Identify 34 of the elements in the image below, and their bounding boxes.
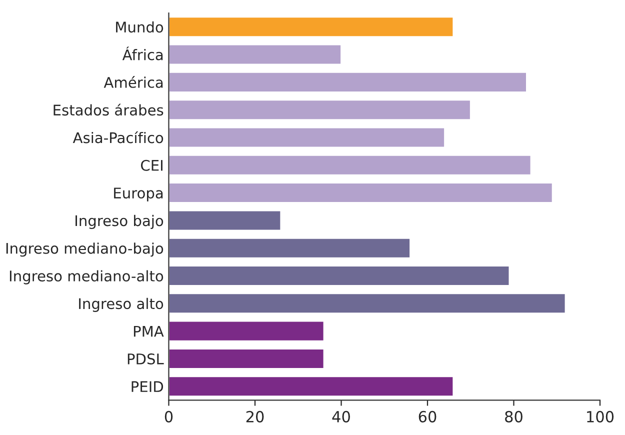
bar [168,237,411,259]
x-tick-label: 0 [164,410,173,422]
y-tick-label: Ingreso bajo [76,214,164,230]
y-tick-label: PMA [134,326,164,337]
y-tick-label: PEID [132,381,164,392]
y-tick-label: África [122,46,163,60]
bar [168,72,528,93]
bar [168,182,554,204]
bar [168,44,342,66]
y-tick-label: Europa [114,188,163,202]
y-tick-label: América [104,76,163,88]
bar [168,265,510,286]
y-tick-label: Asia-Pacífico [72,131,164,144]
bar [168,99,472,120]
y-tick-label: Ingreso alto [79,298,164,312]
bar [168,292,566,314]
x-tick-label: 80 [505,410,522,422]
x-tick-label: 20 [246,410,264,422]
bar [168,16,454,38]
bar [168,376,454,398]
y-tick-label: Ingreso mediano-alto [10,270,164,284]
y-tick-label: Mundo [116,21,164,33]
bar [168,154,532,176]
y-tick-label: Ingreso mediano-bajo [6,242,164,257]
x-tick-label: 100 [587,410,614,422]
y-tick-label: CEI [141,160,162,171]
bar [168,320,325,342]
bar [168,210,282,232]
y-tick-label: PDSL [128,353,164,364]
y-tick-label: Estados árabes [54,104,164,116]
x-tick-label: 40 [332,410,350,422]
bar [168,348,325,370]
x-tick-label: 60 [418,410,436,422]
bar [168,126,446,148]
